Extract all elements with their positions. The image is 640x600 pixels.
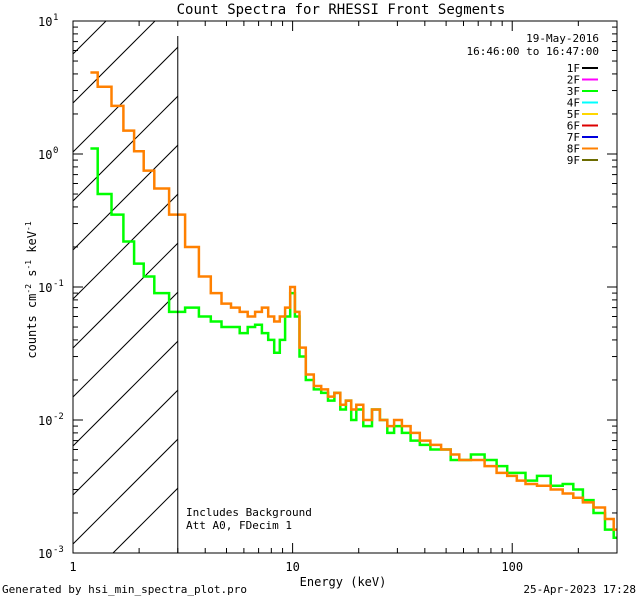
legend-label: 2F xyxy=(567,74,580,87)
y-tick-label: 10 xyxy=(38,15,52,29)
hatch-line xyxy=(73,340,178,447)
hatch-line xyxy=(73,291,178,398)
annotation-attenuator: Att A0, FDecim 1 xyxy=(186,519,292,532)
hatch-line xyxy=(73,95,178,202)
hatched-region xyxy=(73,21,178,553)
x-axis-label: Energy (keV) xyxy=(300,575,387,589)
x-tick-label: 1 xyxy=(69,560,76,574)
date-label: 19-May-2016 xyxy=(526,32,599,45)
y-tick-label: 10 xyxy=(38,281,52,295)
y-axis-label: counts cm-2 s-1 keV-1 xyxy=(24,221,39,358)
hatch-line xyxy=(73,46,178,153)
footer-timestamp: 25-Apr-2023 17:28 xyxy=(523,583,636,596)
y-tick-label: 10 xyxy=(38,414,52,428)
chart-title: Count Spectra for RHESSI Front Segments xyxy=(177,2,506,18)
legend-label: 5F xyxy=(567,108,580,121)
y-tick-exponent: 0 xyxy=(53,146,58,156)
y-tick-exponent: -2 xyxy=(53,412,64,422)
annotation-background: Includes Background xyxy=(186,506,312,519)
hatch-line xyxy=(73,389,178,496)
y-tick-exponent: -3 xyxy=(53,545,64,555)
hatch-line xyxy=(73,242,178,349)
legend-label: 8F xyxy=(567,143,580,156)
hatch-line xyxy=(73,193,178,300)
legend-label: 1F xyxy=(567,62,580,75)
hatch-line xyxy=(112,487,178,553)
legend-label: 9F xyxy=(567,154,580,167)
y-tick-exponent: -1 xyxy=(53,279,64,289)
hatch-line xyxy=(73,438,178,545)
x-tick-label: 10 xyxy=(285,560,299,574)
legend-label: 4F xyxy=(567,97,580,110)
legend-label: 3F xyxy=(567,85,580,98)
legend-label: 7F xyxy=(567,131,580,144)
y-tick-label: 10 xyxy=(38,148,52,162)
legend-label: 6F xyxy=(567,120,580,133)
series-8F-line xyxy=(90,71,617,531)
time-range-label: 16:46:00 to 16:47:00 xyxy=(467,45,599,58)
hatch-line xyxy=(73,144,178,251)
footer-generated-by: Generated by hsi_min_spectra_plot.pro xyxy=(2,583,248,596)
y-tick-label: 10 xyxy=(38,547,52,561)
y-tick-exponent: 1 xyxy=(53,13,58,23)
x-tick-label: 100 xyxy=(501,560,523,574)
